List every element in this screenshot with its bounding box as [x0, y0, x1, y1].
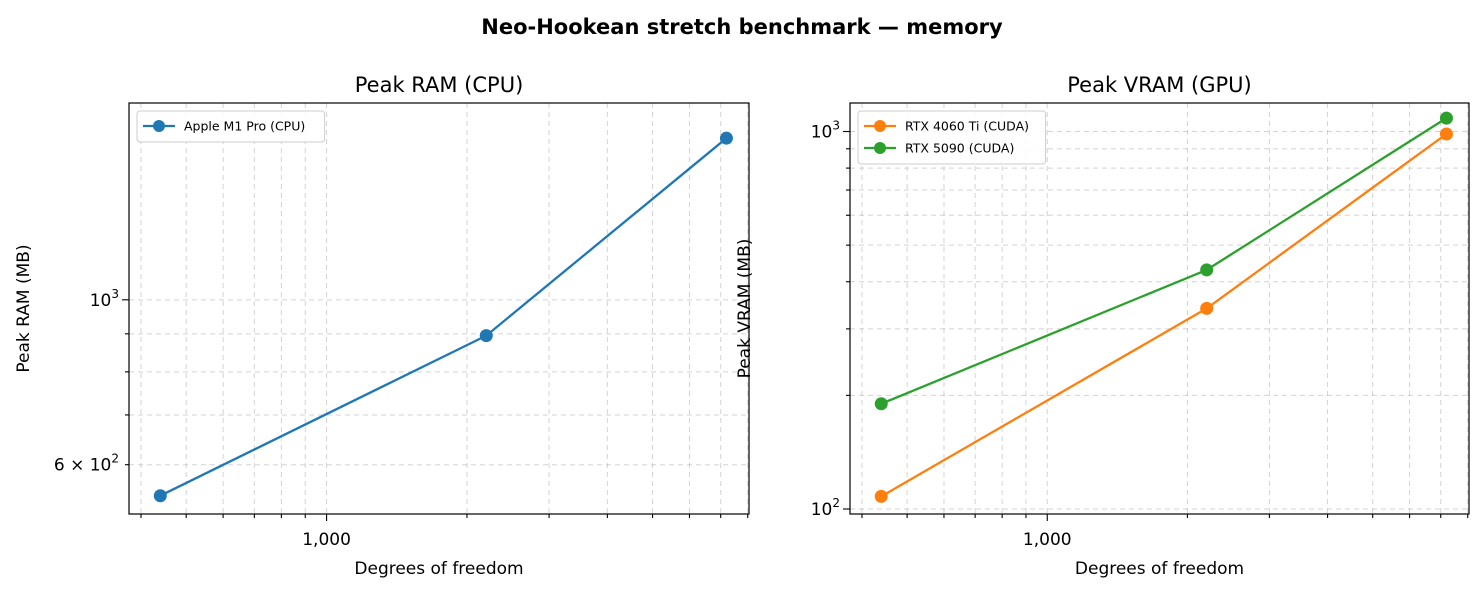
vram-y-tick-label: 102	[811, 496, 840, 520]
vram-legend-box	[857, 110, 1047, 165]
ram-data-point	[153, 489, 167, 503]
vram-legend-marker	[874, 142, 886, 154]
ram-axes-frame	[128, 102, 750, 515]
vram-legend-marker	[874, 120, 886, 132]
vram-data-point	[874, 489, 888, 503]
vram-legend-label: RTX 4060 Ti (CUDA)	[905, 119, 1029, 134]
vram-data-point	[1200, 301, 1214, 315]
ram-legend-label: Apple M1 Pro (CPU)	[184, 119, 305, 134]
ram-series-line-0	[159, 137, 728, 497]
vram-data-point	[874, 397, 888, 411]
vram-series-line-0	[880, 133, 1448, 498]
vram-x-tick-label: 1,000	[1023, 530, 1072, 550]
vram-data-point	[1439, 127, 1453, 141]
ram-x-tick-label: 1,000	[302, 530, 351, 550]
ram-data-point	[479, 329, 493, 343]
ram-legend-box	[136, 110, 326, 143]
ram-y-tick-label: 103	[90, 287, 119, 311]
vram-legend: RTX 4060 Ti (CUDA) RTX 5090 (CUDA)	[857, 110, 1047, 165]
vram-axes-frame	[849, 102, 1470, 515]
vram-y-axis-label: Peak VRAM (MB)	[735, 239, 755, 379]
ram-chart-title: Peak RAM (CPU)	[355, 73, 524, 97]
ram-data-point	[719, 131, 733, 145]
vram-y-tick-label: 103	[811, 119, 840, 143]
vram-chart-title: Peak VRAM (GPU)	[1067, 73, 1252, 97]
ram-legend-marker	[153, 120, 165, 132]
ram-x-axis-label: Degrees of freedom	[354, 559, 523, 579]
ram-y-tick-label: 6 × 102	[54, 452, 119, 476]
ram-chart-panel: 1,000 6 × 102 103 Peak RAM (CPU) Degrees of …	[14, 73, 750, 579]
ram-legend: Apple M1 Pro (CPU)	[136, 110, 326, 143]
vram-data-point	[1200, 263, 1214, 277]
ram-y-axis-label: Peak RAM (MB)	[14, 244, 34, 372]
vram-legend-label: RTX 5090 (CUDA)	[905, 141, 1014, 156]
figure-title: Neo-Hookean stretch benchmark — memory	[481, 15, 1003, 39]
vram-chart-panel: 1,000 102 103 Peak VRAM (GPU) Degrees of fre…	[735, 73, 1470, 579]
vram-x-axis-label: Degrees of freedom	[1075, 559, 1244, 579]
vram-data-point	[1439, 111, 1453, 125]
